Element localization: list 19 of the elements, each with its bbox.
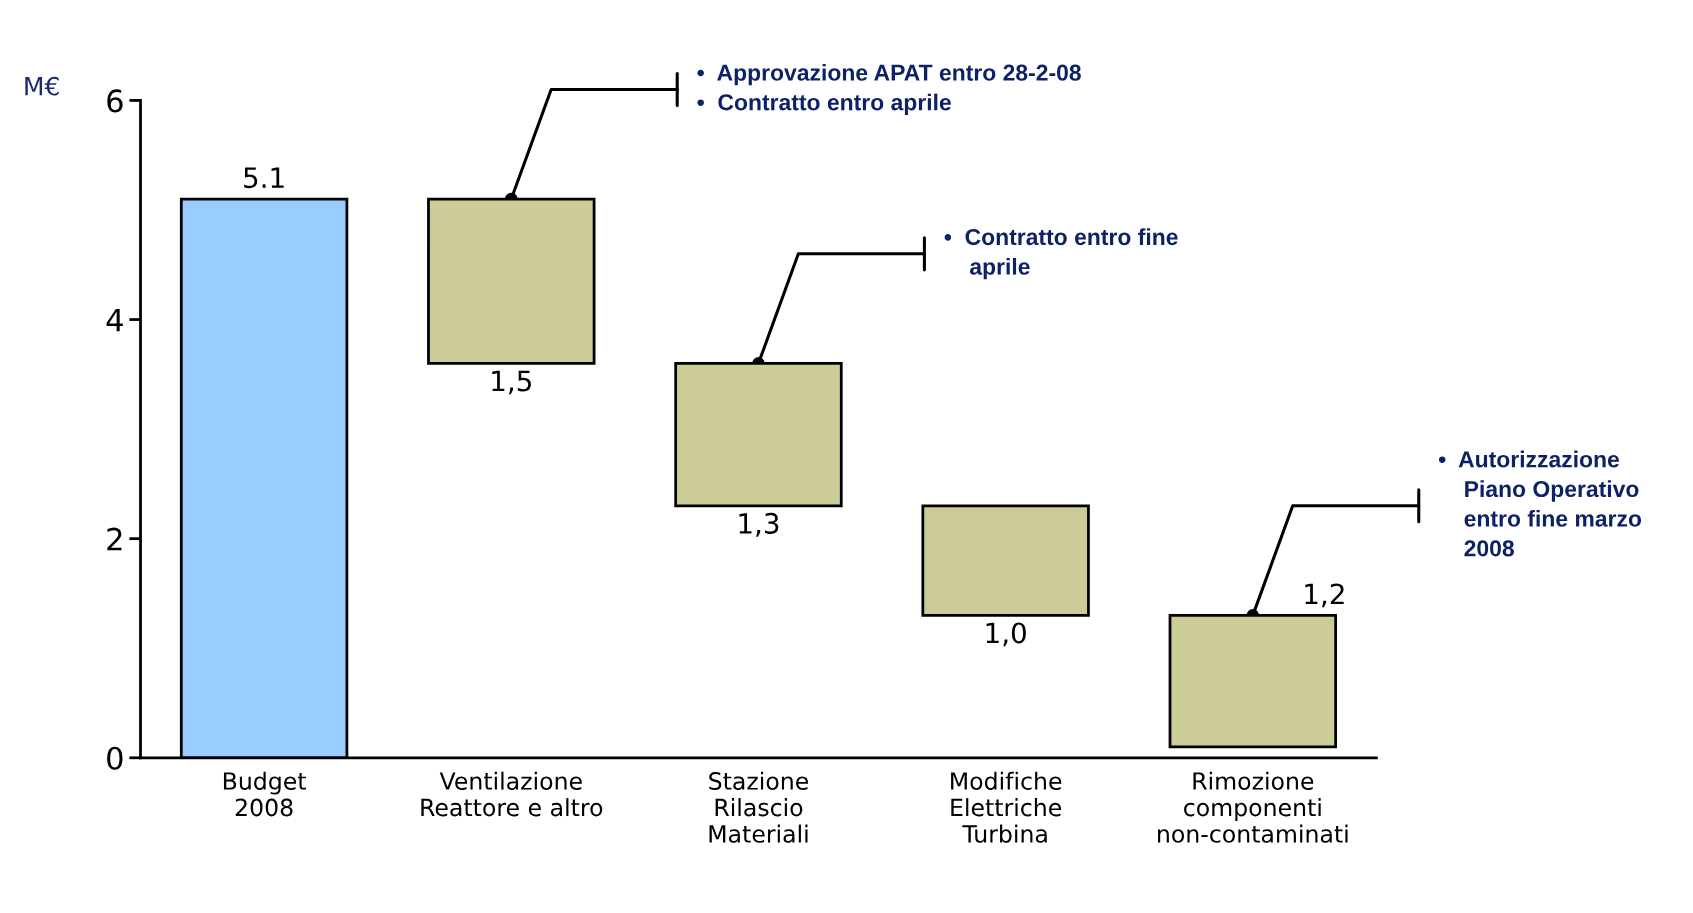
data-label: 1,3 xyxy=(739,512,779,537)
data-label: 5.1 xyxy=(244,167,284,189)
x-tick-label: Stazione Rilascio Materiali xyxy=(709,771,809,843)
x-tick-label: Ventilazione Reattore e altro xyxy=(421,771,603,817)
y-axis-title: M€ xyxy=(25,76,59,96)
x-tick-label: Budget 2008 xyxy=(223,771,306,817)
y-tick-label: 2 xyxy=(107,527,122,551)
annotation: • Approvazione APAT entro 28-2-08 • Contratto entro aprile xyxy=(697,63,1081,115)
data-label: 1,5 xyxy=(492,370,531,395)
y-tick-label: 6 xyxy=(107,89,123,113)
annotation: • Contratto entro fine aprile xyxy=(944,228,1178,280)
x-tick-label: Rimozione componenti non-contaminati xyxy=(1158,771,1348,843)
annotation: • Autorizzazione Piano Operativo entro fine marzo 2008 xyxy=(1438,450,1642,557)
y-tick-label: 0 xyxy=(107,746,123,770)
y-tick-label: 4 xyxy=(106,308,123,332)
data-label: 1,0 xyxy=(986,622,1026,647)
bar xyxy=(921,504,1090,617)
data-label: 1,2 xyxy=(1305,583,1344,608)
x-tick-label: Modifiche Elettriche Turbina xyxy=(951,771,1062,843)
